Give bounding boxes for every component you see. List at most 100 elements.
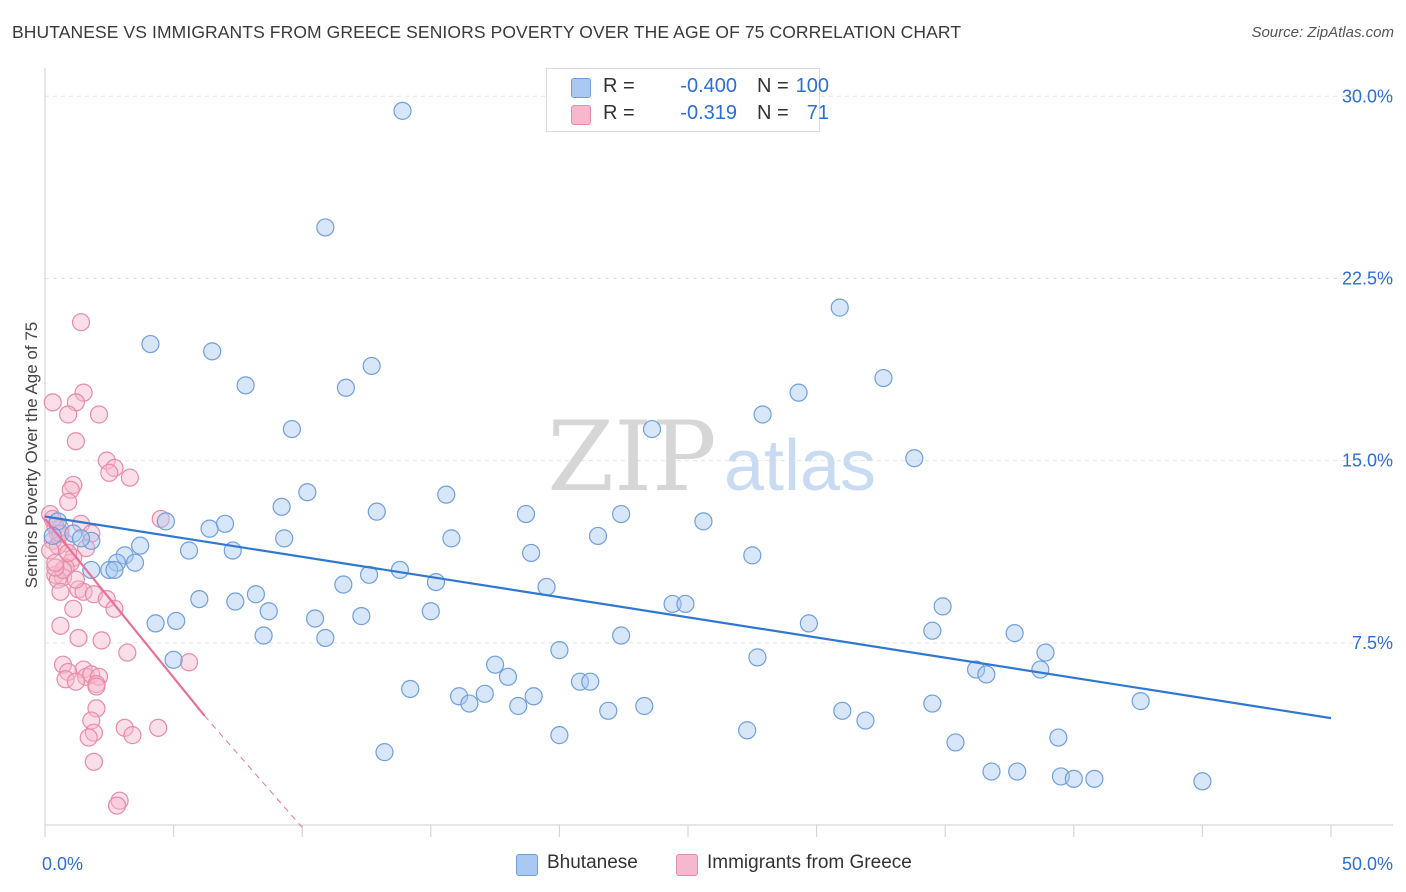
greece-point: [105, 599, 124, 618]
bhutanese-point: [305, 609, 325, 628]
bhutanese-point: [570, 672, 590, 691]
bhutanese-point: [107, 553, 127, 572]
bhutanese-point: [131, 536, 150, 555]
bhutanese-point: [334, 575, 353, 594]
bhutanese-point: [367, 502, 386, 521]
bhutanese-point: [923, 621, 942, 640]
legend-swatch-blue: [571, 78, 591, 98]
y-axis-label: Seniors Poverty Over the Age of 75: [22, 321, 41, 589]
bhutanese-point: [588, 526, 608, 546]
bhutanese-point: [167, 611, 186, 631]
bhutanese-point: [537, 577, 556, 597]
bhutanese-point: [1036, 643, 1055, 662]
bhutanese-point: [874, 368, 893, 388]
legend-swatch-blue: [516, 854, 538, 876]
bhutanese-point: [905, 449, 924, 468]
bhutanese-point: [316, 218, 335, 237]
immigrants-from-greece-points: [41, 313, 199, 815]
bhutanese-point: [390, 560, 410, 580]
greece-point: [92, 631, 111, 650]
watermark-zip: ZIP: [547, 401, 716, 513]
greece-point: [179, 653, 199, 672]
bhutanese-point: [272, 497, 291, 516]
bhutanese-point: [100, 560, 119, 580]
greece-point: [123, 726, 142, 745]
greece-point: [69, 628, 88, 648]
bhutanese-point: [460, 694, 479, 713]
bhutanese-trendline: [44, 515, 1332, 720]
bhutanese-point: [522, 543, 541, 563]
bhutanese-point: [738, 721, 757, 740]
greece-point: [115, 718, 134, 737]
bhutanese-point: [82, 560, 101, 580]
y-tick-label: 22.5%: [1342, 268, 1393, 288]
bhutanese-point: [1085, 769, 1104, 788]
greece-point: [59, 662, 78, 682]
bhutanese-point: [421, 602, 440, 621]
bhutanese-point: [226, 592, 245, 611]
stats-legend: R = -0.400 N = 100 R = -0.319 N = 71: [546, 68, 829, 132]
bhutanese-point: [215, 514, 235, 533]
legend-r-label: R =: [603, 75, 635, 97]
bhutanese-point: [743, 546, 762, 565]
x-tick-label: 50.0%: [1342, 854, 1393, 874]
greece-point: [59, 492, 78, 512]
greece-trendline: [44, 518, 206, 717]
bhutanese-point: [449, 687, 469, 706]
bhutanese-point: [164, 650, 183, 669]
greece-point: [51, 616, 70, 635]
greece-point: [51, 582, 70, 601]
greece-point: [149, 718, 168, 737]
greece-point: [118, 643, 137, 662]
bhutanese-point: [498, 667, 518, 686]
bhutanese-point: [190, 589, 209, 609]
bhutanese-point: [1049, 728, 1068, 747]
bhutanese-point: [694, 512, 713, 531]
bhutanese-point: [833, 701, 852, 720]
greece-point: [64, 548, 83, 567]
bhutanese-point: [375, 743, 394, 762]
bhutanese-point: [125, 553, 145, 572]
greece-point: [84, 723, 103, 742]
legend-n-value: 71: [806, 102, 829, 124]
bhutanese-point: [516, 504, 536, 524]
bhutanese-point: [1193, 772, 1212, 791]
greece-point: [100, 463, 119, 482]
legend-n-label: N =: [757, 75, 789, 97]
bhutanese-point: [115, 546, 134, 565]
axes: [44, 68, 1393, 837]
bhutanese-point: [298, 483, 317, 502]
greece-point: [84, 752, 103, 771]
greece-point: [110, 791, 129, 810]
bhutanese-point: [236, 376, 255, 395]
bhutanese-point: [442, 529, 461, 548]
bhutanese-point: [799, 614, 818, 633]
bhutanese-point: [933, 597, 952, 616]
legend-n-value: 100: [795, 75, 829, 97]
bhutanese-point: [200, 519, 219, 538]
bhutanese-point: [1008, 762, 1027, 781]
gridlines: [45, 95, 1393, 644]
legend-r-value: -0.319: [680, 102, 737, 124]
greece-point: [89, 405, 109, 424]
bhutanese-point: [977, 665, 996, 684]
source-label: Source: ZipAtlas.com: [1251, 24, 1394, 41]
bhutanese-point: [275, 529, 294, 548]
greece-point: [107, 796, 127, 815]
greece-point: [64, 475, 83, 495]
bhutanese-point: [156, 512, 175, 531]
greece-point: [66, 672, 85, 691]
tick-labels: 7.5% 15.0% 22.5% 30.0% 0.0% 50.0%: [42, 86, 1393, 874]
chart-title: BHUTANESE VS IMMIGRANTS FROM GREECE SENI…: [12, 22, 962, 42]
bhutanese-point: [830, 298, 849, 317]
bhutanese-point: [509, 696, 528, 716]
legend-swatch-pink: [571, 105, 591, 125]
bhutanese-point: [599, 701, 618, 720]
bhutanese-point: [316, 628, 335, 648]
legend-swatch-pink: [676, 854, 698, 876]
bhutanese-point: [259, 602, 278, 621]
legend-r-value: -0.400: [680, 75, 737, 97]
y-tick-label: 30.0%: [1342, 86, 1393, 106]
y-tick-label: 15.0%: [1342, 451, 1393, 471]
trendlines: [44, 515, 1332, 828]
